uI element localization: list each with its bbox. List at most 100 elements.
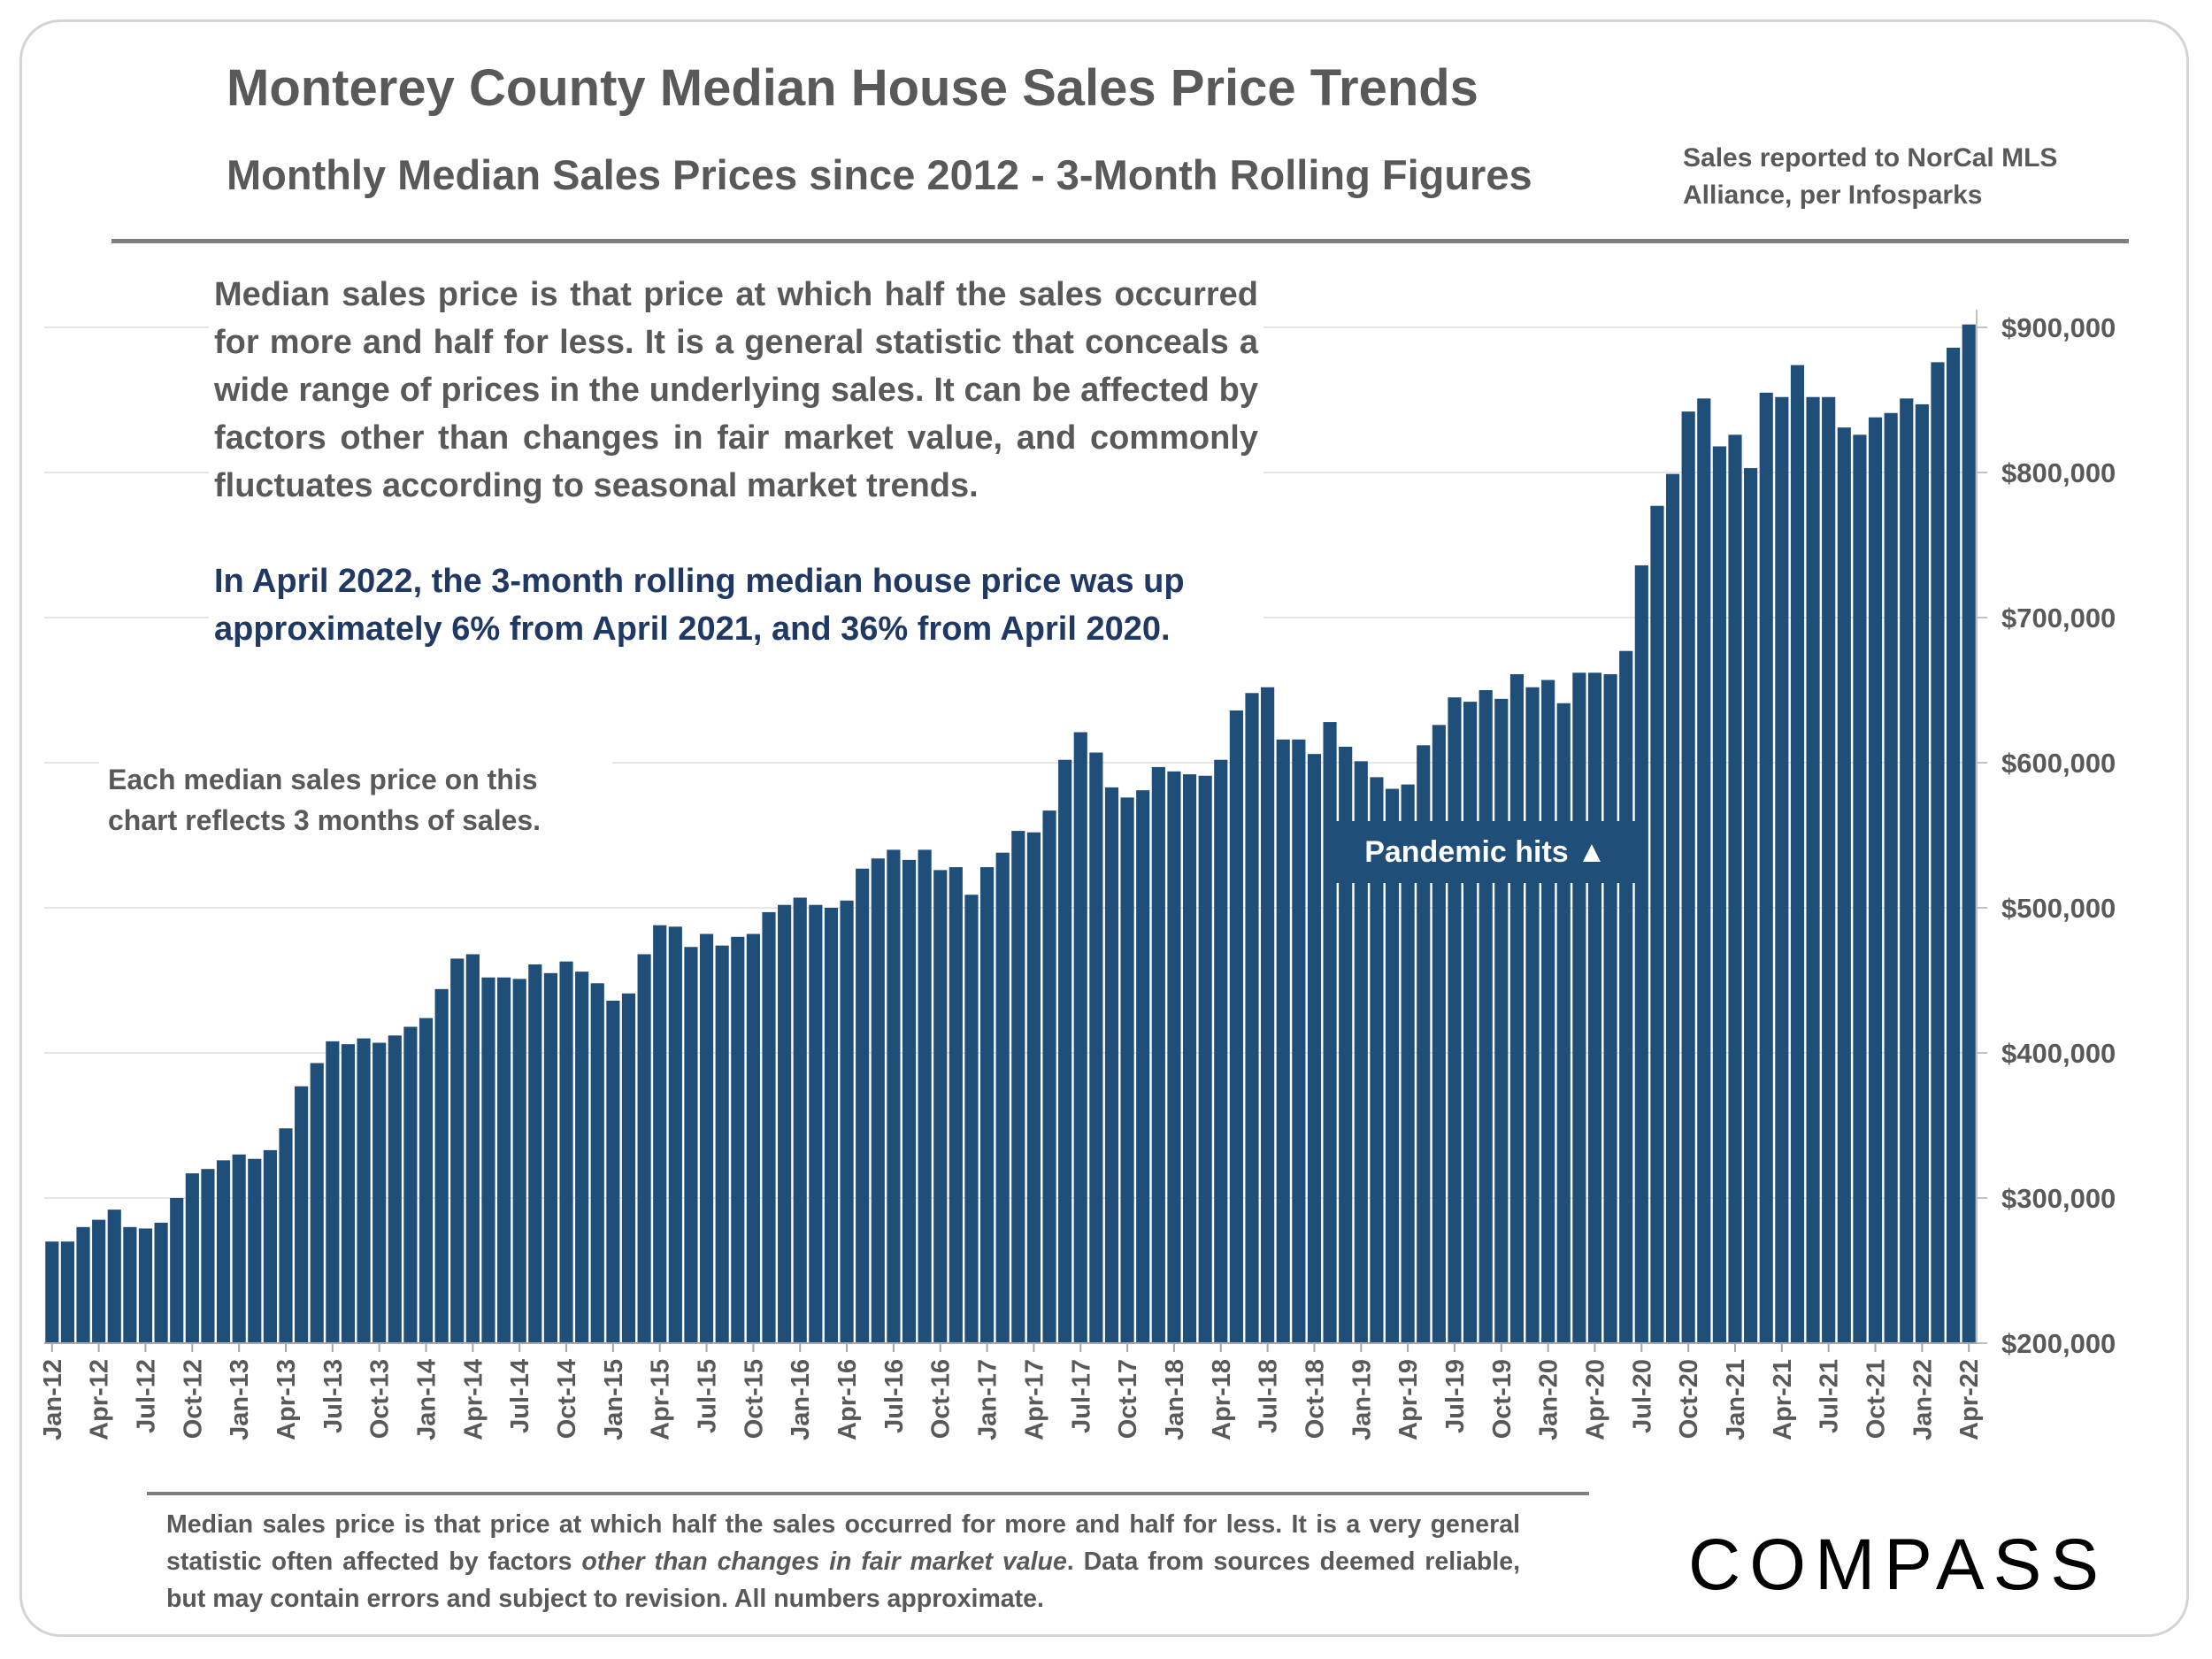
bar-Dec-17: [1151, 766, 1165, 1343]
bar-Apr-18: [1214, 759, 1228, 1343]
bar-Dec-21: [1900, 398, 1914, 1343]
x-tick-label: Oct-16: [927, 1359, 956, 1439]
bar-Jul-17: [1073, 732, 1087, 1343]
x-tick-label: Oct-17: [1114, 1359, 1142, 1439]
bar-May-16: [856, 868, 870, 1343]
bar-Oct-17: [1120, 797, 1134, 1343]
bar-Jun-13: [310, 1063, 324, 1343]
bar-Feb-16: [809, 904, 823, 1343]
bar-Dec-18: [1339, 746, 1353, 1343]
bar-Jan-16: [793, 897, 807, 1343]
x-tick-label: Jul-16: [880, 1359, 909, 1433]
bar-Sep-18: [1292, 739, 1306, 1343]
x-tick-label: Jul-12: [132, 1359, 160, 1433]
bar-Oct-16: [933, 870, 948, 1343]
bar-Aug-15: [715, 945, 729, 1343]
bar-Mar-18: [1198, 775, 1212, 1343]
y-tick-label: $300,000: [2001, 1183, 2116, 1214]
bar-Jul-13: [326, 1041, 340, 1343]
bar-Jul-19: [1448, 697, 1462, 1343]
bar-Aug-16: [902, 859, 917, 1343]
bar-Jan-14: [419, 1018, 434, 1343]
bar-Jul-20: [1634, 565, 1648, 1343]
bar-Oct-14: [559, 961, 573, 1343]
x-tick-label: Oct-15: [740, 1359, 768, 1439]
bar-Sep-16: [918, 849, 932, 1343]
x-tick-label: Jul-13: [319, 1359, 348, 1433]
bar-Oct-18: [1307, 754, 1322, 1343]
x-tick-label: Jan-15: [600, 1359, 628, 1440]
footer-text-1: Median sales price is that price at whic…: [166, 1510, 1520, 1576]
y-tick-label: $200,000: [2001, 1328, 2116, 1359]
x-tick-label: Apr-22: [1955, 1359, 1984, 1440]
bar-Oct-13: [373, 1042, 387, 1343]
bar-Jul-16: [887, 849, 901, 1343]
bar-Jun-17: [1058, 759, 1072, 1343]
bar-May-19: [1417, 745, 1431, 1343]
bar-Mar-21: [1759, 392, 1773, 1343]
source-note: Sales reported to NorCal MLS Alliance, p…: [1683, 143, 2058, 210]
bar-Sep-14: [543, 972, 557, 1343]
x-tick-label: Jul-21: [1816, 1359, 1844, 1433]
bar-Jun-15: [684, 947, 698, 1343]
bar-Jan-20: [1541, 680, 1555, 1343]
bar-Jul-18: [1261, 687, 1275, 1343]
bar-Apr-12: [92, 1219, 106, 1343]
bar-Nov-12: [201, 1169, 215, 1343]
x-tick-label: Jul-19: [1441, 1359, 1470, 1433]
bar-Apr-17: [1026, 832, 1041, 1343]
bar-Nov-15: [762, 911, 776, 1343]
bar-Nov-19: [1509, 673, 1524, 1343]
bar-Mar-19: [1385, 788, 1400, 1343]
bar-Sep-21: [1853, 434, 1867, 1343]
compass-logo: COMPASS: [1688, 1525, 2108, 1605]
bar-Aug-17: [1089, 752, 1103, 1343]
bar-Jul-15: [699, 933, 714, 1343]
bar-Jun-21: [1806, 396, 1820, 1344]
bar-Feb-17: [995, 852, 1010, 1343]
bar-Jan-21: [1728, 434, 1742, 1343]
bar-Mar-20: [1572, 672, 1586, 1343]
x-tick-label: Apr-16: [833, 1359, 862, 1440]
bar-Dec-16: [964, 895, 979, 1343]
bar-Jun-18: [1245, 693, 1259, 1343]
bar-Mar-13: [263, 1149, 277, 1343]
bar-Oct-20: [1681, 411, 1695, 1343]
chart-subtitle: Monthly Median Sales Prices since 2012 -…: [227, 151, 1532, 198]
bar-Apr-15: [653, 925, 667, 1343]
bar-Jul-21: [1822, 396, 1836, 1344]
bar-Feb-15: [621, 993, 636, 1343]
bar-Jan-12: [45, 1241, 59, 1343]
x-tick-label: Jul-20: [1628, 1359, 1656, 1433]
highlight-text: In April 2022, the 3-month rolling media…: [209, 557, 1263, 653]
bar-Mar-22: [1947, 347, 1961, 1344]
bar-Apr-21: [1775, 396, 1789, 1344]
x-tick-label: Apr-18: [1208, 1359, 1236, 1440]
x-tick-label: Jul-17: [1067, 1359, 1095, 1433]
footer-text-2: . Data from sources deemed reliable, but…: [166, 1548, 1521, 1613]
bar-Apr-22: [1962, 324, 1976, 1344]
y-tick-label: $800,000: [2001, 457, 2116, 488]
pandemic-annotation: Pandemic hits ▲: [1334, 821, 1637, 883]
bar-Apr-20: [1587, 672, 1602, 1343]
x-tick-label: Jan-16: [787, 1359, 815, 1440]
chart-title: Monterey County Median House Sales Price…: [227, 59, 1479, 117]
bar-Dec-15: [778, 904, 792, 1343]
bar-Feb-22: [1931, 362, 1945, 1343]
bar-Jan-15: [606, 1000, 620, 1343]
y-tick-label: $700,000: [2001, 603, 2116, 634]
bar-Aug-20: [1650, 505, 1664, 1343]
x-tick-label: Jan-20: [1535, 1359, 1563, 1440]
x-tick-label: Oct-18: [1301, 1359, 1329, 1439]
bar-Jan-19: [1354, 761, 1368, 1343]
x-tick-label: Jul-18: [1255, 1359, 1283, 1433]
x-tick-label: Oct-12: [179, 1359, 207, 1439]
bar-Aug-18: [1276, 739, 1290, 1343]
bar-Oct-21: [1868, 417, 1883, 1344]
bar-Oct-12: [185, 1173, 199, 1343]
x-tick-label: Oct-20: [1675, 1359, 1703, 1439]
x-tick-label: Oct-14: [553, 1359, 581, 1439]
y-tick-label: $900,000: [2001, 312, 2116, 343]
x-tick-label: Jan-21: [1722, 1359, 1750, 1440]
bar-Aug-14: [528, 964, 542, 1343]
